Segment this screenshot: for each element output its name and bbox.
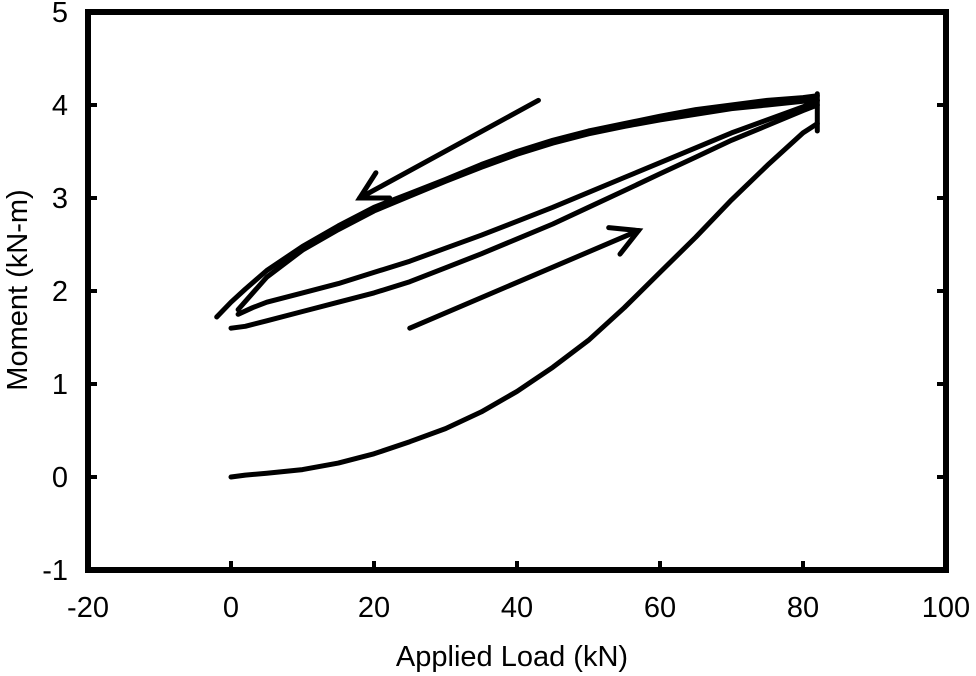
arrow-head-icon <box>606 225 644 257</box>
x-axis-label: Applied Load (kN) <box>396 641 628 673</box>
x-tick-label: 0 <box>223 592 239 624</box>
x-tick-label: 80 <box>787 592 819 624</box>
x-tick-label: 40 <box>501 592 533 624</box>
y-tick-label: 2 <box>52 276 68 308</box>
y-tick-label: 0 <box>52 462 68 494</box>
y-axis-label: Moment (kN-m) <box>2 189 34 390</box>
x-tick-label: -20 <box>67 592 109 624</box>
data-series-line <box>235 97 820 313</box>
y-tick-label: 5 <box>52 0 68 29</box>
y-tick-label: 3 <box>52 183 68 215</box>
data-series-line <box>228 121 820 480</box>
direction-arrows <box>355 97 644 331</box>
y-axis-ticks: -1 0 1 2 3 4 5 <box>42 0 946 587</box>
x-axis-ticks: -20 0 20 40 60 80 100 <box>67 561 970 624</box>
arrow-head-icon <box>355 170 393 201</box>
arrow-shaft <box>407 228 642 331</box>
x-tick-label: 60 <box>644 592 676 624</box>
y-tick-label: 4 <box>52 90 68 122</box>
x-tick-label: 100 <box>922 592 970 624</box>
arrow-shaft <box>357 97 541 201</box>
data-series-line <box>235 97 820 317</box>
data-series-line <box>214 93 820 320</box>
x-tick-label: 20 <box>358 592 390 624</box>
data-series-line <box>228 102 820 331</box>
y-tick-label: -1 <box>42 555 68 587</box>
data-curves <box>214 91 820 480</box>
y-tick-label: 1 <box>52 369 68 401</box>
